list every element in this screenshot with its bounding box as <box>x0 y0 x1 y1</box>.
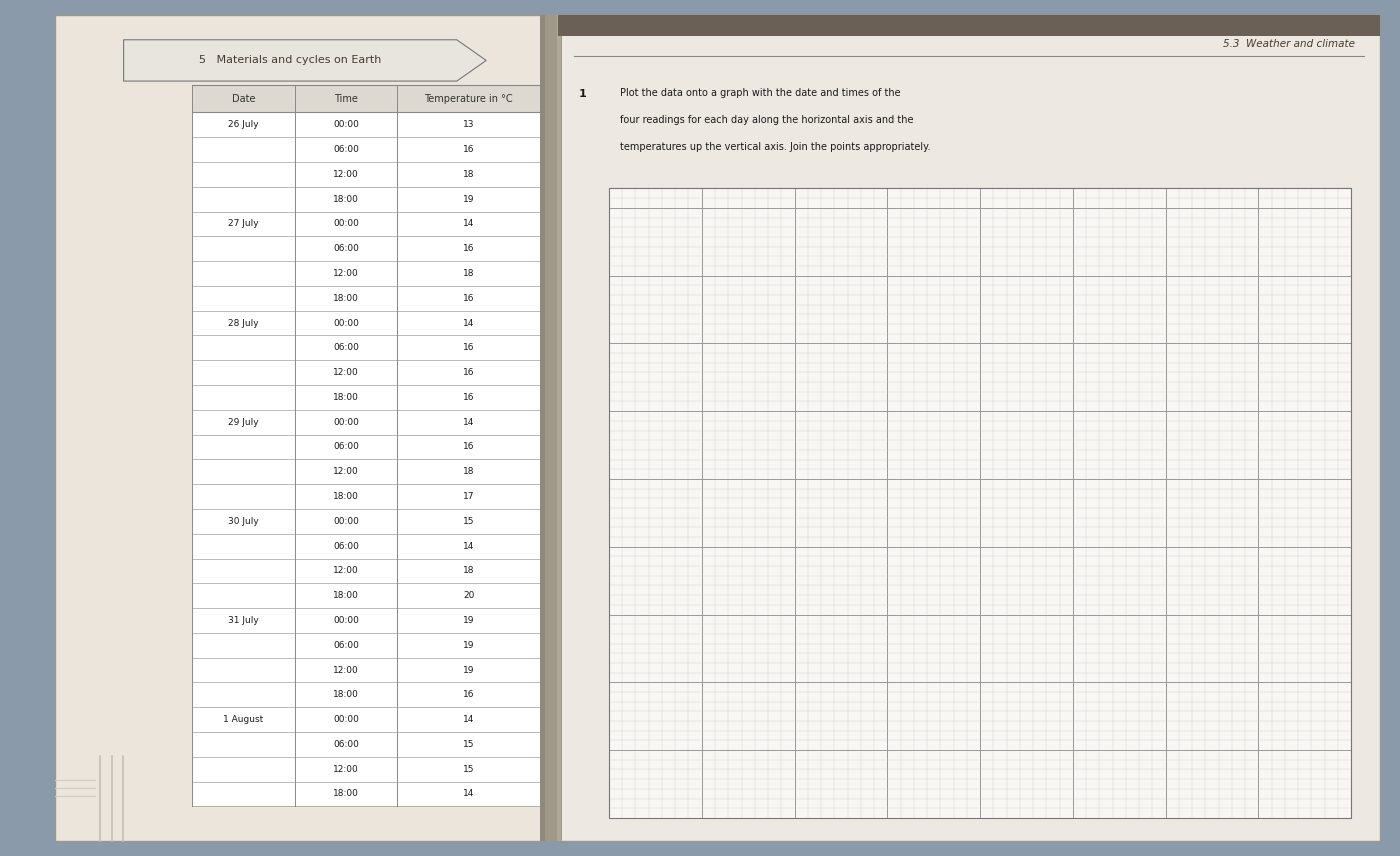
Text: 06:00: 06:00 <box>333 641 358 650</box>
Text: 5   Materials and cycles on Earth: 5 Materials and cycles on Earth <box>199 56 381 65</box>
Text: 16: 16 <box>463 146 475 154</box>
Bar <box>609 188 1351 817</box>
Text: Date: Date <box>232 94 255 104</box>
Text: 13: 13 <box>463 121 475 129</box>
Text: 06:00: 06:00 <box>333 343 358 353</box>
Text: 06:00: 06:00 <box>333 146 358 154</box>
Text: 18: 18 <box>463 467 475 476</box>
Text: 16: 16 <box>463 368 475 377</box>
Text: 5.3  Weather and climate: 5.3 Weather and climate <box>1224 39 1355 49</box>
Text: 18:00: 18:00 <box>333 393 358 402</box>
Text: 14: 14 <box>463 318 475 328</box>
Text: 00:00: 00:00 <box>333 418 358 427</box>
Text: 12:00: 12:00 <box>333 170 358 179</box>
Text: 19: 19 <box>463 641 475 650</box>
Bar <box>559 15 1380 36</box>
Text: 18: 18 <box>463 269 475 278</box>
Text: 06:00: 06:00 <box>333 244 358 253</box>
Text: 12:00: 12:00 <box>333 368 358 377</box>
Bar <box>55 15 545 841</box>
Bar <box>192 86 540 112</box>
Text: 12:00: 12:00 <box>333 764 358 774</box>
Text: 12:00: 12:00 <box>333 567 358 575</box>
Text: 15: 15 <box>463 740 475 749</box>
Text: 12:00: 12:00 <box>333 269 358 278</box>
Text: 00:00: 00:00 <box>333 219 358 229</box>
Text: 14: 14 <box>463 789 475 799</box>
Text: 00:00: 00:00 <box>333 517 358 526</box>
Text: 06:00: 06:00 <box>333 443 358 451</box>
Text: 14: 14 <box>463 418 475 427</box>
Text: 16: 16 <box>463 690 475 699</box>
Text: 18:00: 18:00 <box>333 690 358 699</box>
Text: 18:00: 18:00 <box>333 492 358 501</box>
Text: 06:00: 06:00 <box>333 740 358 749</box>
Polygon shape <box>123 39 486 81</box>
Text: 29 July: 29 July <box>228 418 259 427</box>
Text: 16: 16 <box>463 443 475 451</box>
Text: 31 July: 31 July <box>228 616 259 625</box>
Text: 16: 16 <box>463 244 475 253</box>
Text: 06:00: 06:00 <box>333 542 358 550</box>
Text: 18:00: 18:00 <box>333 194 358 204</box>
Text: 14: 14 <box>463 219 475 229</box>
Text: 19: 19 <box>463 616 475 625</box>
Text: temperatures up the vertical axis. Join the points appropriately.: temperatures up the vertical axis. Join … <box>620 142 930 152</box>
Text: 16: 16 <box>463 393 475 402</box>
Text: 16: 16 <box>463 294 475 303</box>
Text: 28 July: 28 July <box>228 318 259 328</box>
Text: four readings for each day along the horizontal axis and the: four readings for each day along the hor… <box>620 115 913 125</box>
Text: 30 July: 30 July <box>228 517 259 526</box>
Text: 14: 14 <box>463 542 475 550</box>
Text: Time: Time <box>335 94 358 104</box>
Text: 1 August: 1 August <box>224 715 263 724</box>
Text: 00:00: 00:00 <box>333 715 358 724</box>
Text: 20: 20 <box>463 591 475 600</box>
Text: 17: 17 <box>463 492 475 501</box>
Text: 18:00: 18:00 <box>333 591 358 600</box>
Text: 00:00: 00:00 <box>333 121 358 129</box>
Text: 1: 1 <box>578 89 587 99</box>
Text: 12:00: 12:00 <box>333 467 358 476</box>
Text: 18:00: 18:00 <box>333 789 358 799</box>
Text: 19: 19 <box>463 665 475 675</box>
Text: 14: 14 <box>463 715 475 724</box>
Text: 18: 18 <box>463 567 475 575</box>
Bar <box>557 15 561 841</box>
Bar <box>540 15 561 841</box>
Bar <box>540 15 545 841</box>
Text: Plot the data onto a graph with the date and times of the: Plot the data onto a graph with the date… <box>620 87 900 98</box>
Text: 18:00: 18:00 <box>333 294 358 303</box>
Text: 12:00: 12:00 <box>333 665 358 675</box>
Text: 18: 18 <box>463 170 475 179</box>
Bar <box>192 86 540 806</box>
Text: 19: 19 <box>463 194 475 204</box>
Text: 00:00: 00:00 <box>333 318 358 328</box>
Text: 15: 15 <box>463 764 475 774</box>
Text: 27 July: 27 July <box>228 219 259 229</box>
Text: Temperature in °C: Temperature in °C <box>424 94 512 104</box>
Text: 16: 16 <box>463 343 475 353</box>
Text: 00:00: 00:00 <box>333 616 358 625</box>
Bar <box>559 15 1380 841</box>
Text: 26 July: 26 July <box>228 121 259 129</box>
Text: 15: 15 <box>463 517 475 526</box>
Bar <box>609 188 1351 817</box>
